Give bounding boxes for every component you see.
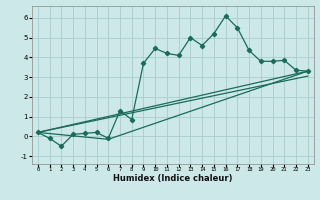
X-axis label: Humidex (Indice chaleur): Humidex (Indice chaleur) bbox=[113, 174, 233, 183]
